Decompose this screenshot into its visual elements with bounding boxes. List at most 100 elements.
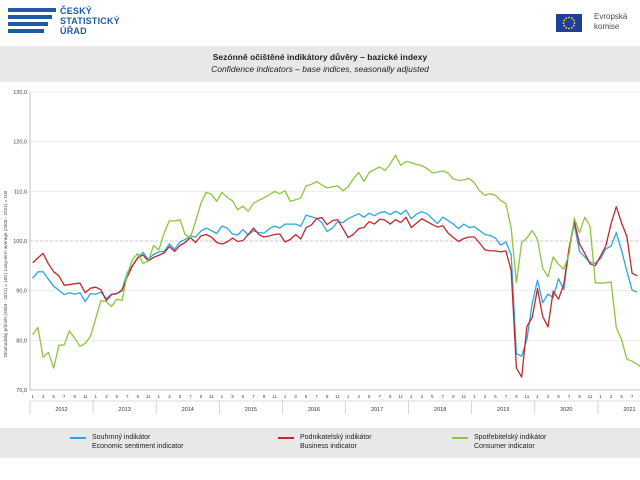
- x-tick-label: 9: [263, 394, 266, 399]
- eu-logo: Evropská komise: [540, 10, 636, 40]
- csu-logo-text: ČESKÝ STATISTICKÝ ÚŘAD: [60, 6, 120, 36]
- x-tick-label: 11: [335, 394, 340, 399]
- x-tick-label: 9: [137, 394, 140, 399]
- x-tick-label: 5: [242, 394, 245, 399]
- header: ČESKÝ STATISTICKÝ ÚŘAD Evropská komise: [0, 0, 640, 44]
- x-tick-label: 1: [94, 394, 97, 399]
- legend-item-economic: Souhrnný indikátor Economic sentiment in…: [70, 433, 183, 451]
- x-tick-label: 11: [209, 394, 214, 399]
- x-tick-label: 3: [168, 394, 171, 399]
- year-label: 2020: [560, 407, 572, 413]
- x-tick-label: 5: [115, 394, 118, 399]
- legend: Souhrnný indikátor Economic sentiment in…: [0, 428, 640, 458]
- year-label: 2012: [55, 407, 67, 413]
- x-tick-label: 7: [378, 394, 381, 399]
- year-label: 2018: [434, 407, 446, 413]
- x-tick-label: 7: [631, 394, 634, 399]
- series-line-2: [32, 206, 638, 378]
- x-tick-label: 11: [461, 394, 466, 399]
- chart-subtitle: Confidence indicators – base indices, se…: [211, 64, 429, 74]
- x-tick-label: 1: [221, 394, 224, 399]
- x-tick-label: 11: [525, 394, 530, 399]
- x-tick-label: 5: [557, 394, 560, 399]
- x-tick-label: 9: [73, 394, 76, 399]
- chart-title: Sezónně očištěné indikátory důvěry – baz…: [212, 52, 428, 62]
- grid: [29, 91, 640, 391]
- series-line-3: [32, 154, 640, 369]
- x-tick-label: 5: [431, 394, 434, 399]
- x-tick-label: 9: [515, 394, 518, 399]
- year-label: 2016: [308, 407, 320, 413]
- x-tick-label: 3: [294, 394, 297, 399]
- x-tick-label: 11: [398, 394, 403, 399]
- x-tick-label: 5: [368, 394, 371, 399]
- legend-swatch-icon: [70, 437, 86, 439]
- x-tick-label: 3: [105, 394, 108, 399]
- x-tick-label: 3: [420, 394, 423, 399]
- x-tick-label: 9: [389, 394, 392, 399]
- y-tick-label: 130,0: [13, 90, 27, 96]
- x-tick-label: 1: [599, 394, 602, 399]
- year-label: 2019: [497, 407, 509, 413]
- x-tick-label: 5: [620, 394, 623, 399]
- x-tick-label: 3: [42, 394, 45, 399]
- x-tick-label: 1: [536, 394, 539, 399]
- x-tick-label: 9: [452, 394, 455, 399]
- x-tick-label: 1: [158, 394, 161, 399]
- y-tick-label: 90,0: [16, 289, 27, 295]
- y-tick-label: 120,0: [13, 140, 27, 146]
- y-tick-label: 80,0: [16, 338, 27, 344]
- x-tick-label: 1: [347, 394, 350, 399]
- x-tick-label: 5: [179, 394, 182, 399]
- year-label: 2017: [371, 407, 383, 413]
- x-tick-label: 7: [63, 394, 66, 399]
- x-tick-label: 7: [315, 394, 318, 399]
- x-tick-label: 7: [189, 394, 192, 399]
- x-tick-label: 11: [588, 394, 593, 399]
- x-tick-label: 11: [272, 394, 277, 399]
- x-tick-label: 7: [568, 394, 571, 399]
- series-line-1: [32, 209, 638, 357]
- x-tick-label: 1: [284, 394, 287, 399]
- legend-item-business: Podnikatelský indikátor Business indicat…: [278, 433, 372, 451]
- year-label: 2021: [623, 407, 635, 413]
- year-label: 2014: [182, 407, 194, 413]
- x-tick-label: 7: [252, 394, 255, 399]
- x-tick-label: 3: [610, 394, 613, 399]
- x-tick-label: 7: [442, 394, 445, 399]
- line-chart: 70,0 80,0 90,0 100,0 110,0 120,0 130,0 Dlouhod…: [2, 90, 640, 414]
- x-tick-label: 1: [31, 394, 34, 399]
- x-tick-label: 3: [357, 394, 360, 399]
- csu-logo-icon: [8, 8, 56, 36]
- legend-swatch-icon: [278, 437, 294, 439]
- x-tick-label: 11: [146, 394, 151, 399]
- x-tick-label: 9: [200, 394, 203, 399]
- eu-logo-text: Evropská komise: [594, 12, 628, 31]
- x-tick-label: 3: [231, 394, 234, 399]
- x-tick-label: 5: [52, 394, 55, 399]
- x-axis: 1 3 5 7 9 11 1 3 5 7 9 11 1 3 5 7 9 11 1 3 5 7 9 11 1 3 5 7 9 11 1 3 5 7 9…: [29, 389, 640, 414]
- x-tick-label: 9: [578, 394, 581, 399]
- x-tick-label: 5: [305, 394, 308, 399]
- eu-flag-icon: [556, 14, 582, 32]
- year-label: 2013: [119, 407, 131, 413]
- x-tick-label: 7: [126, 394, 129, 399]
- x-tick-label: 1: [473, 394, 476, 399]
- legend-item-consumer: Spotřebitelský indikátor Consumer indica…: [452, 433, 546, 451]
- x-tick-label: 9: [326, 394, 329, 399]
- x-tick-label: 3: [484, 394, 487, 399]
- y-axis-label: Dlouhodobý průměr (2003 - 2021) = 100 | …: [2, 190, 8, 357]
- chart-title-bar: Sezónně očištěné indikátory důvěry – baz…: [0, 46, 640, 82]
- series-lines: [32, 154, 640, 378]
- y-axis: 70,0 80,0 90,0 100,0 110,0 120,0 130,0: [13, 90, 27, 394]
- x-tick-label: 7: [505, 394, 508, 399]
- legend-swatch-icon: [452, 437, 468, 439]
- x-tick-label: 1: [410, 394, 413, 399]
- x-tick-label: 3: [547, 394, 550, 399]
- y-tick-label: 110,0: [14, 189, 27, 195]
- x-tick-label: 5: [494, 394, 497, 399]
- year-label: 2015: [245, 407, 257, 413]
- y-tick-label: 100,0: [13, 239, 27, 245]
- x-tick-label: 11: [83, 394, 88, 399]
- y-tick-label: 70,0: [16, 388, 27, 394]
